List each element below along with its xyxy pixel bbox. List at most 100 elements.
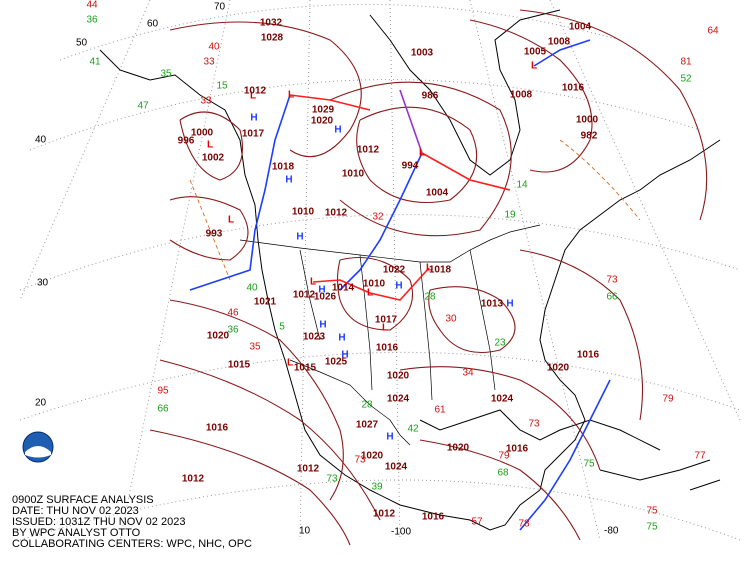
latitude-line (29, 79, 701, 151)
station-dewpoint: 19 (504, 210, 516, 221)
isobar (336, 256, 414, 331)
grid-label: -80 (604, 526, 619, 537)
isobar-label: 1018 (272, 162, 295, 173)
isobar-label: 993 (206, 229, 223, 240)
isobar-label: 1010 (342, 169, 365, 180)
hudson-bay (369, 9, 561, 176)
warm-front (421, 152, 511, 191)
isobar-label: 1017 (242, 129, 265, 140)
isobar-label: 996 (178, 136, 195, 147)
station-dewpoint: 42 (407, 424, 419, 435)
isobar (356, 106, 478, 203)
high-pressure: H (318, 285, 325, 296)
us-canada-border (239, 224, 541, 263)
cold-front (519, 379, 611, 531)
grid-label: 20 (35, 398, 47, 409)
high-pressure: H (285, 175, 292, 186)
longitude-line (119, 0, 231, 541)
isobar-label: 1014 (332, 283, 355, 294)
station-dewpoint: 28 (361, 400, 373, 411)
station-dewpoint: 66 (606, 292, 618, 303)
cold-front (189, 94, 291, 291)
isobar-label: 1025 (325, 357, 348, 368)
borders (239, 224, 541, 446)
isobar-label: 1012 (244, 86, 267, 97)
low-pressure: L (310, 277, 316, 288)
isobar (469, 19, 593, 173)
isobar-label: 1028 (261, 33, 284, 44)
longitude-line (299, 0, 311, 541)
isobar-label: 1024 (387, 394, 410, 405)
coastlines (99, 9, 721, 531)
station-temperature: 46 (227, 308, 239, 319)
isobar-label: 1004 (569, 22, 592, 33)
isobar-label: 1012 (182, 474, 205, 485)
noaa-logo (22, 431, 54, 463)
isobar (419, 439, 581, 541)
isobar-label: 1018 (429, 265, 452, 276)
isobar-label: 1016 (562, 83, 585, 94)
station-temperature: 33 (203, 57, 215, 68)
station-dewpoint: 52 (680, 74, 692, 85)
isobar-label: 1000 (576, 115, 599, 126)
station-dewpoint: 5 (279, 322, 285, 333)
isobar-label: 1000 (191, 128, 214, 139)
longitude-line (19, 0, 151, 301)
low-pressure: L (250, 91, 256, 102)
isobar-label: 1017 (375, 315, 398, 326)
low-pressure: L (287, 358, 293, 369)
grid-label: 50 (76, 38, 88, 49)
station-temperature: 34 (462, 368, 474, 379)
station-temperature: 78 (518, 519, 530, 530)
low-pressure: L (382, 323, 388, 334)
station-dewpoint: 66 (157, 404, 169, 415)
station-temperature: 79 (662, 394, 674, 405)
isobar (169, 21, 362, 158)
grid-label: 10 (299, 526, 311, 537)
station-dewpoint: 75 (646, 522, 658, 533)
caption-line: DATE: THU NOV 02 2023 (12, 505, 139, 517)
caption-line: BY WPC ANALYST OTTO (12, 527, 141, 539)
isobar-label: 1026 (314, 292, 337, 303)
isobar-label: 1020 (447, 443, 470, 454)
isobar-label: 1002 (202, 153, 225, 164)
longitude-line (469, 0, 601, 541)
isobar-label: 1013 (481, 299, 504, 310)
longitude-line (549, 0, 741, 421)
high-pressure: H (334, 125, 341, 136)
station-dewpoint: 23 (494, 338, 506, 349)
grid-label: -100 (391, 527, 411, 538)
isobar-label: 1016 (577, 350, 600, 361)
isobar (179, 111, 244, 181)
latitude-line (19, 351, 741, 421)
isobar-label: 1020 (387, 371, 410, 382)
isobar-label: 1012 (297, 464, 320, 475)
station-temperature: 40 (208, 42, 220, 53)
high-pressure: H (338, 333, 345, 344)
station-dewpoint: 15 (216, 81, 228, 92)
station-temperature: 33 (200, 96, 212, 107)
fronts (189, 39, 611, 531)
gulf-coast (419, 409, 661, 451)
high-pressure: H (296, 232, 303, 243)
station-dewpoint: 28 (424, 292, 436, 303)
caption-line: 0900Z SURFACE ANALYSIS (12, 494, 154, 506)
low-pressure: L (288, 90, 294, 101)
isobar-label: 1016 (422, 512, 445, 523)
stationary-front (312, 267, 430, 301)
isobar-label: 1020 (547, 363, 570, 374)
isobar-label: 1015 (228, 360, 251, 371)
caption-line: ISSUED: 1031Z THU NOV 02 2023 (12, 516, 185, 528)
station-temperature: 81 (680, 57, 692, 68)
low-pressure: L (419, 148, 425, 159)
low-pressure: L (367, 288, 373, 299)
isobar (169, 196, 249, 261)
low-pressure: L (531, 61, 537, 72)
warm-front (289, 94, 371, 111)
station-dewpoint: 40 (246, 283, 258, 294)
isobar-label: 1020 (361, 451, 384, 462)
isobar (428, 286, 516, 354)
high-pressure: H (319, 320, 326, 331)
isobar-label: 1023 (303, 332, 326, 343)
